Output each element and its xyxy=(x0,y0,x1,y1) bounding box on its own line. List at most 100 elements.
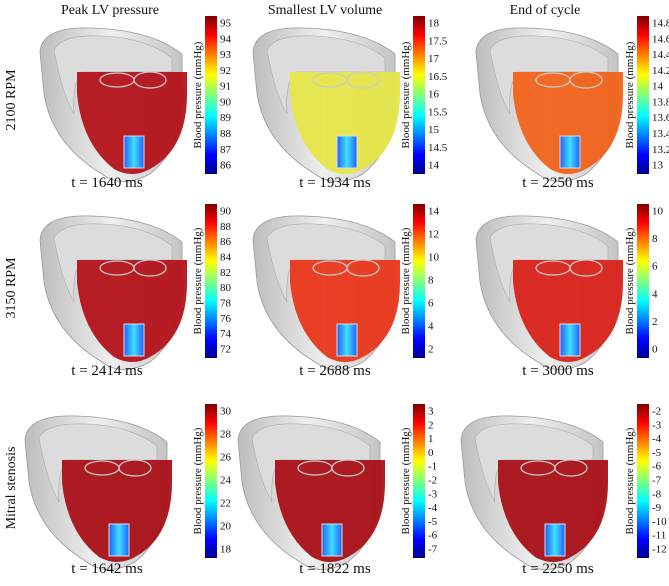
colorbar-tick: 89 xyxy=(220,112,232,124)
colorbar-tick: -6 xyxy=(652,461,662,473)
colorbar-tick: 2 xyxy=(428,344,434,356)
colorbar-tick: 4 xyxy=(652,288,658,300)
colorbar-tick: 86 xyxy=(220,236,232,248)
heart xyxy=(237,415,385,570)
colorbar-tick: 4 xyxy=(428,321,434,333)
colorbar-tick: 18 xyxy=(428,18,440,30)
colorbar-tick: -9 xyxy=(652,502,662,514)
heart xyxy=(24,415,172,570)
colorbar-label: Blood pressure (mmHg) xyxy=(624,427,636,534)
colorbar-tick: -12 xyxy=(652,544,667,556)
colorbar-tick: 26 xyxy=(220,452,232,464)
colorbar-tick: 13.2 xyxy=(652,144,669,156)
heart xyxy=(460,415,608,570)
colorbar-label: Blood pressure (mmHg) xyxy=(400,227,412,334)
colorbar-label: Blood pressure (mmHg) xyxy=(192,427,204,534)
cannula-inlet xyxy=(321,523,343,557)
time-label: t = 1934 ms xyxy=(299,175,371,191)
panel: t = 1822 ms 32 1 0 -1 -2-3 -4 -5 -6 -7 Blood press… xyxy=(237,404,438,577)
colorbar-tick: 18 xyxy=(220,544,232,556)
time-label: t = 1640 ms xyxy=(71,175,143,191)
colorbar-tick: 13.4 xyxy=(652,128,669,140)
lv-cavity xyxy=(513,260,623,362)
heart xyxy=(252,215,400,370)
colorbar-tick: 93 xyxy=(220,49,232,61)
colorbar-tick: -7 xyxy=(652,475,662,487)
colorbar-tick: 3 xyxy=(428,406,434,418)
colorbar-tick: -3 xyxy=(428,488,438,500)
panel: t = 1640 ms 95 94 93 92 91 90 89 88 87 86 Blood pre… xyxy=(39,16,232,191)
colorbar-tick: 6 xyxy=(652,261,658,273)
colorbar-tick: 14.6 xyxy=(652,33,669,45)
cannula-inlet xyxy=(544,523,566,557)
colorbar-tick: 92 xyxy=(220,65,231,77)
colorbar-tick: 78 xyxy=(220,298,232,310)
colorbar-tick: 8 xyxy=(652,233,658,245)
colorbar-tick: 14.5 xyxy=(428,142,448,154)
colorbar-tick: 88 xyxy=(220,221,232,233)
colorbar-tick: -7 xyxy=(428,544,438,556)
colorbar-tick: 30 xyxy=(220,406,232,418)
valve xyxy=(569,259,603,277)
colorbar-tick: 6 xyxy=(428,298,434,310)
heart xyxy=(39,27,187,182)
colorbar-tick: -6 xyxy=(428,530,438,542)
lv-cavity xyxy=(513,72,623,174)
colorbar xyxy=(637,404,649,558)
panel: t = 2250 ms -2-3 -4 -5 -6 -7-8 -9 -10 -11 -12 Bloo… xyxy=(460,404,667,577)
time-label: t = 1822 ms xyxy=(299,561,371,577)
colorbar-tick: 82 xyxy=(220,267,231,279)
valve xyxy=(554,459,588,477)
colorbar-tick: 15 xyxy=(428,124,440,136)
colorbar-tick: 12 xyxy=(428,229,439,241)
colorbar-tick: 90 xyxy=(220,206,232,218)
colorbar xyxy=(637,204,649,358)
colorbar-tick: 20 xyxy=(220,521,232,533)
colorbar-tick: -5 xyxy=(428,516,438,528)
colorbar-tick: 84 xyxy=(220,252,232,264)
cannula-inlet xyxy=(108,523,130,557)
time-label: t = 2250 ms xyxy=(522,561,594,577)
time-label: t = 2414 ms xyxy=(71,363,143,379)
cannula-inlet xyxy=(123,323,145,357)
colorbar xyxy=(413,404,425,558)
colorbar-tick: 74 xyxy=(220,328,232,340)
valve xyxy=(569,71,603,89)
colorbar-tick: 22 xyxy=(220,498,231,510)
colorbar-tick: 14 xyxy=(428,160,440,172)
colorbar-tick: 28 xyxy=(220,429,232,441)
colorbar-tick: 17.5 xyxy=(428,35,448,47)
row-label: 2100 RPM xyxy=(4,69,19,131)
colorbar-tick: 2 xyxy=(428,419,434,431)
colorbar-tick: 0 xyxy=(428,447,434,459)
colorbar-tick: -1 xyxy=(428,461,437,473)
colorbar-tick: 0 xyxy=(652,344,658,356)
lv-cavity xyxy=(77,260,187,362)
panel: t = 1642 ms 30 28 26 24 22 20 18 Blood pressure … xyxy=(24,404,232,577)
heart xyxy=(252,27,400,182)
colorbar-label: Blood pressure (mmHg) xyxy=(400,41,412,148)
colorbar-tick: 1 xyxy=(428,433,434,445)
heart xyxy=(39,215,187,370)
lv-cavity xyxy=(62,460,172,562)
colorbar-tick: 14.2 xyxy=(652,65,669,77)
colorbar-tick: 24 xyxy=(220,475,232,487)
heart xyxy=(475,215,623,370)
cannula-inlet xyxy=(336,135,358,169)
panel: t = 2414 ms 90 88 86 84 82 80 78 76 74 72 Blood pre… xyxy=(39,204,232,379)
colorbar-tick: 87 xyxy=(220,144,232,156)
colorbar-tick: 14 xyxy=(428,206,440,218)
colorbar-tick: -5 xyxy=(652,447,662,459)
colorbar-tick: 95 xyxy=(220,18,232,30)
colorbar-tick: 16 xyxy=(428,89,440,101)
colorbar-tick: -3 xyxy=(652,419,662,431)
colorbar-tick: 88 xyxy=(220,128,232,140)
colorbar-tick: 2 xyxy=(652,316,658,328)
colorbar-tick: 91 xyxy=(220,81,231,93)
cannula-inlet xyxy=(559,323,581,357)
panel: t = 1934 ms 18 17.5 17 16.5 16 15.5 15 14.5 14 Blo… xyxy=(252,16,448,191)
time-label: t = 1642 ms xyxy=(71,561,143,577)
colorbar-tick: 15.5 xyxy=(428,106,448,118)
time-label: t = 2688 ms xyxy=(299,363,371,379)
